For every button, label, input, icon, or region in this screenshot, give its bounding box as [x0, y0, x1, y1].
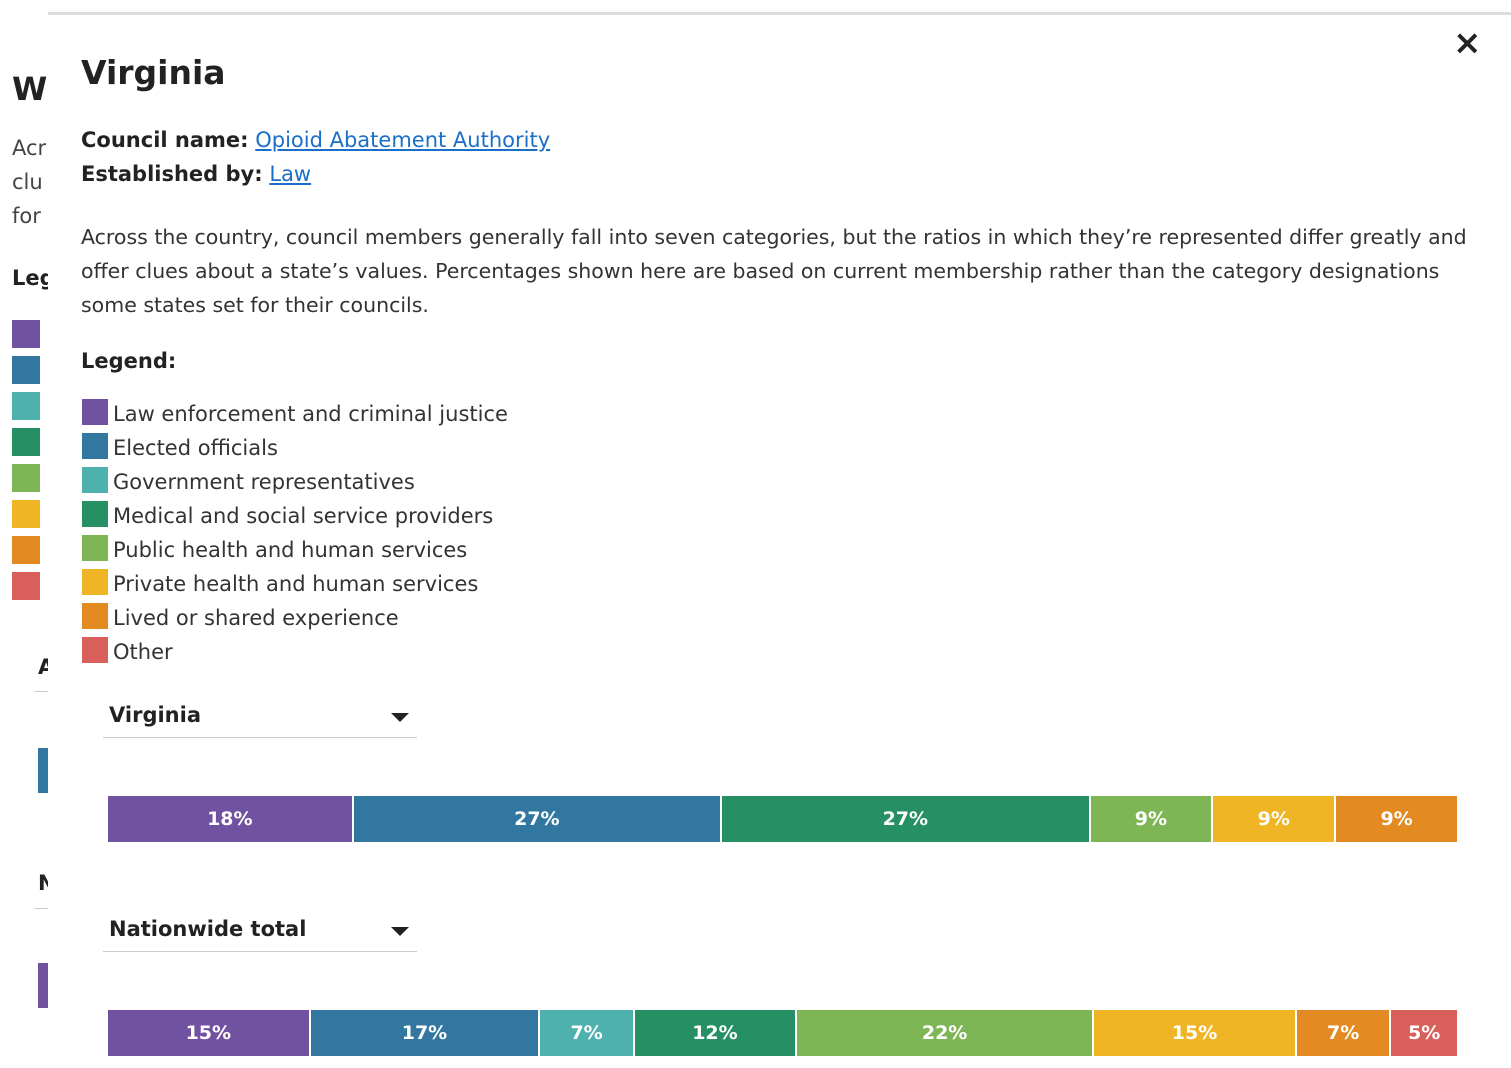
- bg-swatch: [12, 320, 40, 348]
- background-page: Wh Acr clu for Leg A N: [0, 0, 48, 1056]
- segment-label: 5%: [1408, 1022, 1441, 1044]
- legend-label: Law enforcement and criminal justice: [113, 402, 508, 426]
- bar-segment: 9%: [1336, 796, 1459, 842]
- segment-label: 18%: [207, 808, 253, 830]
- bar-segment: 9%: [1090, 796, 1214, 842]
- dropdown-arrow: [391, 927, 409, 936]
- segment-label: 15%: [185, 1022, 232, 1044]
- segment-label: 27%: [514, 808, 560, 830]
- modal: × Virginia Council name: Opioid Abatemen…: [48, 12, 1511, 1068]
- bar-segment: 12%: [634, 1010, 797, 1056]
- bg-heading: Wh: [12, 70, 48, 108]
- bg-rule: [34, 908, 48, 909]
- bar-segment: 17%: [310, 1010, 541, 1056]
- established-link[interactable]: Law: [269, 162, 312, 186]
- bar-segment: 7%: [1296, 1010, 1392, 1056]
- legend-swatch: [82, 603, 108, 629]
- legend-swatch: [82, 569, 108, 595]
- bar-segment: 27%: [353, 796, 723, 842]
- segment-label: 17%: [401, 1022, 448, 1044]
- dropdown[interactable]: Virginia: [103, 697, 417, 738]
- close-button[interactable]: ×: [1453, 23, 1482, 63]
- bg-text: clu: [12, 170, 43, 194]
- segment-label: 7%: [570, 1022, 603, 1044]
- legend-label: Medical and social service providers: [113, 504, 494, 528]
- bg-text: for: [12, 204, 41, 228]
- bg-swatch: [12, 500, 40, 528]
- bar-segment: 5%: [1391, 1010, 1459, 1056]
- bg-section: N: [38, 871, 48, 895]
- bar-segment: 22%: [797, 1010, 1095, 1056]
- description: Across the country, council members gene…: [81, 225, 1467, 317]
- dropdown[interactable]: Nationwide total: [103, 911, 417, 952]
- bg-rule: [34, 691, 48, 692]
- bar-segment: 15%: [1094, 1010, 1297, 1056]
- legend-swatch: [82, 637, 108, 663]
- segment-label: 15%: [1171, 1022, 1218, 1044]
- legend-label: Private health and human services: [113, 572, 479, 596]
- bar-segment: 27%: [722, 796, 1091, 842]
- dropdown-label: Nationwide total: [109, 917, 307, 941]
- legend-label: Lived or shared experience: [113, 606, 399, 630]
- bar-segment: 18%: [108, 796, 354, 842]
- legend-swatch: [82, 535, 108, 561]
- dropdown-arrow: [391, 713, 409, 722]
- bg-bar: [38, 748, 48, 793]
- dropdown-label: Virginia: [109, 703, 201, 727]
- segment-label: 22%: [921, 1022, 968, 1044]
- legend-label: Public health and human services: [113, 538, 468, 562]
- bg-legend-heading: Leg: [12, 266, 48, 290]
- legend-swatch: [82, 501, 108, 527]
- bar-segment: 15%: [108, 1010, 311, 1056]
- council-label: Council name:: [81, 128, 249, 152]
- bar-segment: 9%: [1213, 796, 1337, 842]
- council-link[interactable]: Opioid Abatement Authority: [255, 128, 551, 152]
- bg-swatch: [12, 392, 40, 420]
- legend-swatch: [82, 399, 108, 425]
- segment-label: 9%: [1134, 808, 1168, 830]
- segment-label: 27%: [882, 808, 929, 830]
- segment-label: 12%: [692, 1022, 738, 1044]
- legend-title: Legend:: [81, 349, 177, 373]
- legend-label: Government representatives: [113, 470, 415, 494]
- legend-label: Other: [113, 640, 173, 664]
- bg-bar: [38, 963, 48, 1008]
- legend-swatch: [82, 467, 108, 493]
- established-label: Established by:: [81, 162, 263, 186]
- segment-label: 9%: [1257, 808, 1290, 830]
- bg-text: Acr: [12, 136, 47, 160]
- legend-swatch: [82, 433, 108, 459]
- bar-segment: 7%: [540, 1010, 635, 1056]
- modal-title: Virginia: [81, 53, 226, 92]
- bg-swatch: [12, 356, 40, 384]
- bg-swatch: [12, 572, 40, 600]
- bg-swatch: [12, 428, 40, 456]
- segment-label: 7%: [1327, 1022, 1360, 1044]
- bg-swatch: [12, 536, 40, 564]
- legend-label: Elected officials: [113, 436, 278, 460]
- bg-section: A: [38, 655, 48, 679]
- bg-swatch: [12, 464, 40, 492]
- segment-label: 9%: [1380, 808, 1413, 830]
